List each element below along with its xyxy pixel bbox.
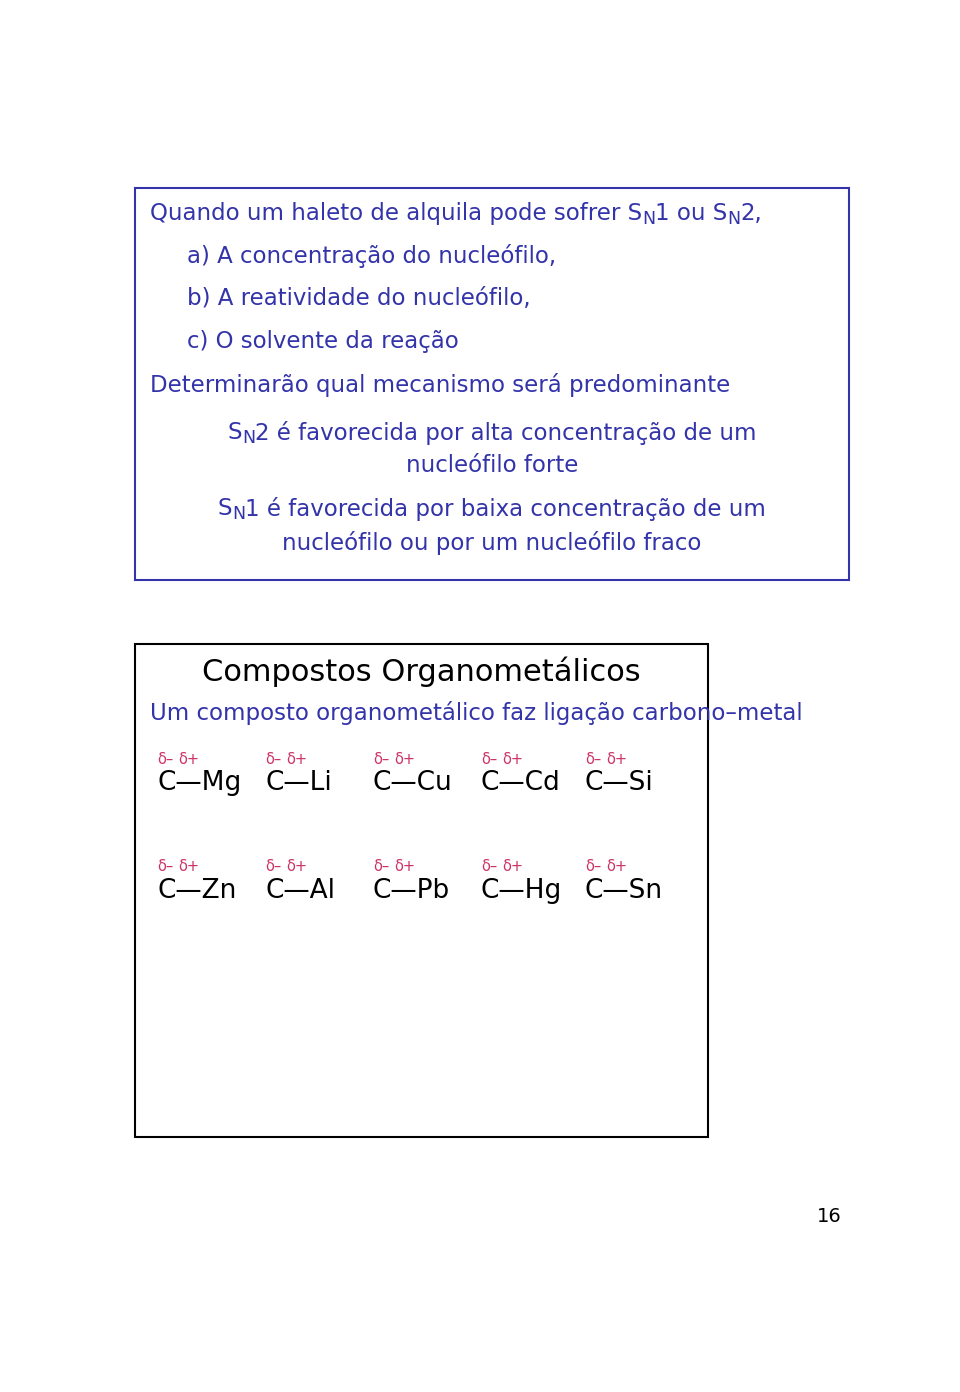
Text: δ–: δ– [372, 859, 389, 874]
Text: b) A reatividade do nucleófilo,: b) A reatividade do nucleófilo, [187, 287, 531, 310]
Text: C—Zn: C—Zn [157, 878, 236, 903]
FancyBboxPatch shape [134, 644, 708, 1137]
Text: C—Pb: C—Pb [372, 878, 450, 903]
Text: Determinarão qual mecanismo será predominante: Determinarão qual mecanismo será predomi… [150, 373, 730, 397]
Text: δ+: δ+ [179, 752, 200, 767]
Text: δ–: δ– [585, 859, 601, 874]
Text: 16: 16 [817, 1207, 842, 1226]
Text: δ+: δ+ [606, 859, 627, 874]
Text: δ–: δ– [481, 859, 497, 874]
Text: δ+: δ+ [502, 752, 523, 767]
Text: nucleófilo forte: nucleófilo forte [406, 454, 578, 477]
Text: δ+: δ+ [502, 859, 523, 874]
Text: N: N [232, 505, 246, 522]
Text: Quando um haleto de alquila pode sofrer S: Quando um haleto de alquila pode sofrer … [150, 202, 642, 226]
Text: δ–: δ– [372, 752, 389, 767]
Text: c) O solvente da reação: c) O solvente da reação [187, 330, 459, 354]
Text: a) A concentração do nucleófilo,: a) A concentração do nucleófilo, [187, 244, 556, 269]
Text: Um composto organometálico faz ligação carbono–metal: Um composto organometálico faz ligação c… [150, 700, 803, 725]
Text: δ–: δ– [265, 752, 281, 767]
Text: N: N [728, 210, 740, 228]
Text: C—Al: C—Al [265, 878, 335, 903]
Text: δ–: δ– [481, 752, 497, 767]
Text: 1 é favorecida por baixa concentração de um: 1 é favorecida por baixa concentração de… [246, 497, 766, 521]
Text: C—Si: C—Si [585, 771, 654, 796]
Text: δ+: δ+ [606, 752, 627, 767]
Text: C—Sn: C—Sn [585, 878, 663, 903]
Text: δ+: δ+ [286, 752, 307, 767]
Text: 2 é favorecida por alta concentração de um: 2 é favorecida por alta concentração de … [255, 420, 756, 445]
Text: S: S [228, 420, 242, 444]
Text: N: N [642, 210, 655, 228]
Text: δ–: δ– [585, 752, 601, 767]
Text: δ+: δ+ [395, 859, 415, 874]
Text: δ+: δ+ [395, 752, 415, 767]
Text: N: N [242, 429, 255, 447]
Text: Compostos Organometálicos: Compostos Organometálicos [202, 657, 640, 688]
Text: δ–: δ– [157, 752, 174, 767]
Text: nucleófilo ou por um nucleófilo fraco: nucleófilo ou por um nucleófilo fraco [282, 532, 702, 555]
Text: C—Cu: C—Cu [372, 771, 453, 796]
Text: C—Mg: C—Mg [157, 771, 242, 796]
Text: 2,: 2, [740, 202, 762, 226]
Text: δ–: δ– [265, 859, 281, 874]
Text: C—Hg: C—Hg [481, 878, 563, 903]
Text: δ+: δ+ [179, 859, 200, 874]
Text: δ+: δ+ [286, 859, 307, 874]
Text: S: S [218, 497, 232, 521]
Text: C—Cd: C—Cd [481, 771, 561, 796]
Text: C—Li: C—Li [265, 771, 332, 796]
FancyBboxPatch shape [134, 188, 849, 579]
Text: δ–: δ– [157, 859, 174, 874]
Text: 1 ou S: 1 ou S [655, 202, 728, 226]
